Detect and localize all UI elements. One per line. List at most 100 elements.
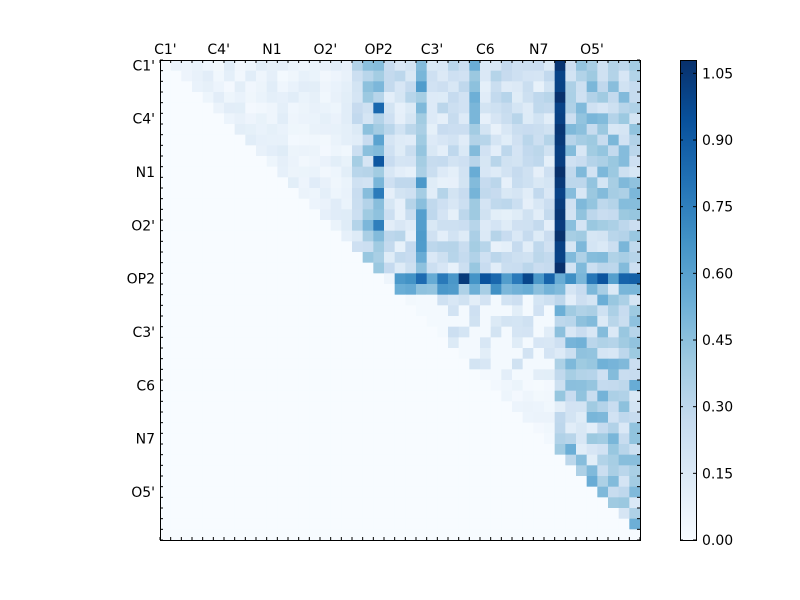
heatmap-cell <box>597 497 609 509</box>
heatmap-cell <box>277 476 289 488</box>
heatmap-cell <box>469 70 481 82</box>
heatmap-cell <box>522 113 534 125</box>
heatmap-cell <box>501 220 513 232</box>
heatmap-cell <box>448 166 460 178</box>
heatmap-cell <box>320 156 332 168</box>
heatmap-cell <box>330 433 342 445</box>
heatmap-cell <box>597 433 609 445</box>
heatmap-cell <box>469 486 481 498</box>
heatmap-cell <box>309 326 321 338</box>
heatmap-cell <box>554 305 566 317</box>
heatmap-cell <box>192 486 204 498</box>
heatmap-cell <box>629 486 641 498</box>
heatmap-cell <box>309 230 321 242</box>
heatmap-cell <box>256 497 268 509</box>
heatmap-cell <box>576 390 588 402</box>
heatmap-cell <box>565 220 577 232</box>
heatmap-cell <box>586 326 598 338</box>
heatmap-cell <box>170 166 182 178</box>
heatmap-cell <box>373 390 385 402</box>
heatmap-cell <box>597 348 609 360</box>
heatmap-cell <box>170 113 182 125</box>
heatmap-cells <box>160 60 641 541</box>
heatmap-cell <box>224 241 236 253</box>
heatmap-cell <box>160 305 172 317</box>
heatmap-cell <box>448 465 460 477</box>
heatmap-cell <box>192 177 204 189</box>
heatmap-cell <box>469 337 481 349</box>
heatmap-cell <box>416 241 428 253</box>
heatmap-cell <box>416 220 428 232</box>
heatmap-cell <box>618 369 630 381</box>
heatmap-cell <box>170 444 182 456</box>
heatmap-cell <box>256 209 268 221</box>
heatmap-cell <box>170 390 182 402</box>
heatmap-cell <box>181 529 193 541</box>
heatmap-cell <box>245 369 257 381</box>
heatmap-cell <box>309 305 321 317</box>
heatmap-cell <box>597 401 609 413</box>
heatmap-cell <box>469 433 481 445</box>
heatmap-cell <box>330 124 342 136</box>
heatmap-cell <box>245 401 257 413</box>
heatmap-cell <box>234 81 246 93</box>
heatmap-cell <box>416 209 428 221</box>
heatmap-cell <box>394 209 406 221</box>
heatmap-cell <box>394 166 406 178</box>
heatmap-cell <box>458 209 470 221</box>
heatmap-cell <box>544 465 556 477</box>
heatmap-cell <box>245 81 257 93</box>
heatmap-cell <box>245 273 257 285</box>
heatmap-cell <box>437 156 449 168</box>
heatmap-cell <box>352 102 364 114</box>
heatmap-cell <box>234 70 246 82</box>
heatmap-cell <box>533 316 545 328</box>
heatmap-cell <box>608 305 620 317</box>
heatmap-cell <box>426 476 438 488</box>
heatmap-cell <box>458 230 470 242</box>
heatmap-cell <box>416 326 428 338</box>
heatmap-cell <box>576 444 588 456</box>
heatmap-cell <box>597 209 609 221</box>
heatmap-cell <box>224 348 236 360</box>
heatmap-cell <box>501 134 513 146</box>
heatmap-cell <box>362 497 374 509</box>
heatmap-cell <box>341 412 353 424</box>
heatmap-cell <box>405 198 417 210</box>
heatmap-cell <box>608 476 620 488</box>
heatmap-cell <box>458 369 470 381</box>
heatmap-cell <box>533 60 545 72</box>
heatmap-cell <box>512 305 524 317</box>
heatmap-cell <box>202 81 214 93</box>
heatmap-cell <box>256 305 268 317</box>
heatmap-cell <box>181 337 193 349</box>
heatmap-cell <box>224 369 236 381</box>
heatmap-cell <box>245 358 257 370</box>
heatmap-cell <box>320 60 332 72</box>
heatmap-cell <box>341 337 353 349</box>
heatmap-cell <box>512 422 524 434</box>
heatmap-cell <box>629 262 641 274</box>
heatmap-cell <box>629 497 641 509</box>
heatmap-cell <box>437 284 449 296</box>
heatmap-cell <box>309 529 321 541</box>
heatmap-cell <box>512 124 524 136</box>
heatmap-cell <box>277 465 289 477</box>
heatmap-cell <box>426 380 438 392</box>
heatmap-cell <box>192 433 204 445</box>
heatmap-cell <box>266 209 278 221</box>
heatmap-cell <box>352 166 364 178</box>
heatmap-cell <box>458 92 470 104</box>
heatmap-cell <box>277 92 289 104</box>
y-tick-label: O2' <box>131 218 155 234</box>
heatmap-cell <box>405 305 417 317</box>
heatmap-cell <box>405 252 417 264</box>
heatmap-cell <box>490 262 502 274</box>
heatmap-cell <box>426 252 438 264</box>
heatmap-cell <box>298 81 310 93</box>
heatmap-cell <box>522 529 534 541</box>
heatmap-cell <box>373 177 385 189</box>
heatmap-cell <box>224 166 236 178</box>
heatmap-cell <box>597 198 609 210</box>
heatmap-cell <box>213 241 225 253</box>
